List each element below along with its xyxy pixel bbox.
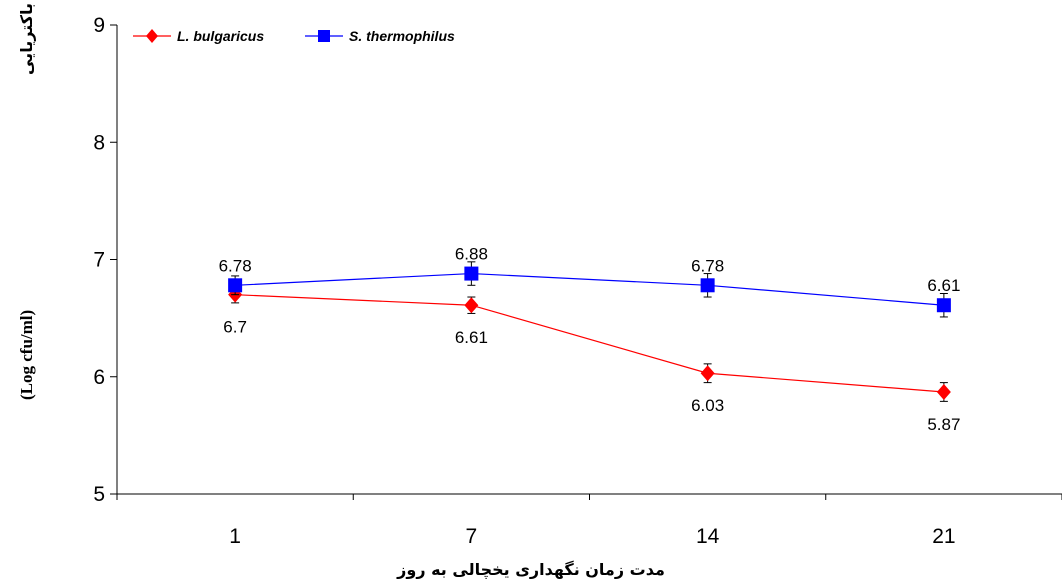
data-point: [700, 365, 715, 382]
axes: [116, 25, 1062, 495]
y-tick-label: 5: [93, 483, 105, 506]
legend-marker: [318, 30, 330, 42]
x-tick-label: 1: [229, 525, 241, 548]
x-tick-label: 14: [696, 525, 720, 548]
data-point: [228, 278, 243, 293]
data-label: 6.88: [455, 245, 488, 264]
x-tick-label: 21: [932, 525, 955, 548]
plot-area: 6.7 6.61 6.03 5.87 6.78 6.88 6.78 6.61: [219, 245, 961, 434]
y-tick-label: 6: [93, 366, 105, 389]
legend-marker: [146, 29, 158, 43]
data-label: 6.78: [691, 256, 724, 275]
y-axis-unit: (Log cfu/ml): [17, 310, 36, 400]
x-ticks: 1 7 14 21: [116, 494, 1062, 548]
y-axis-title: (Log cfu/ml) شمارش باکتریایی: [17, 0, 36, 400]
data-label: 5.87: [927, 415, 960, 434]
legend-item-0: L. bulgaricus: [133, 28, 264, 44]
legend-label: S. thermophilus: [349, 28, 455, 44]
y-tick-label: 7: [93, 249, 105, 272]
series-line: [235, 294, 944, 393]
series-1: 6.78 6.88 6.78 6.61: [219, 245, 960, 318]
data-label: 6.78: [219, 256, 252, 275]
legend: L. bulgaricus S. thermophilus: [133, 28, 455, 44]
legend-item-1: S. thermophilus: [305, 28, 455, 44]
legend-label: L. bulgaricus: [177, 28, 264, 44]
y-tick-label: 9: [93, 14, 105, 37]
series-line: [235, 272, 944, 306]
data-label: 6.61: [927, 276, 960, 295]
data-label: 6.03: [691, 396, 724, 415]
x-axis-title: مدت زمان نگهداری یخچالی به روز: [396, 560, 665, 580]
y-ticks: 5 6 7 8 9: [93, 14, 117, 506]
data-label: 6.7: [223, 318, 247, 337]
data-point: [700, 278, 715, 293]
x-tick-label: 7: [466, 525, 478, 548]
data-point: [936, 298, 951, 313]
data-point: [936, 383, 951, 400]
data-point: [464, 266, 479, 281]
y-axis-label: شمارش باکتریایی: [17, 0, 36, 75]
data-label: 6.61: [455, 328, 488, 347]
data-point: [464, 297, 479, 314]
series-0: 6.7 6.61 6.03 5.87: [223, 285, 960, 434]
y-tick-label: 8: [93, 131, 105, 154]
